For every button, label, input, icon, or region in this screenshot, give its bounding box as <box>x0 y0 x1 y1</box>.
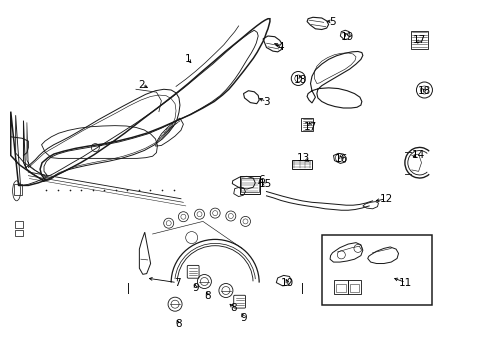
Text: 8: 8 <box>204 291 211 301</box>
Bar <box>15 230 23 236</box>
Bar <box>14 184 22 195</box>
Text: 6: 6 <box>258 175 264 185</box>
Text: 18: 18 <box>293 75 307 85</box>
Bar <box>15 221 23 228</box>
Bar <box>349 284 359 292</box>
Bar <box>292 160 311 169</box>
Text: 17: 17 <box>412 35 426 45</box>
Text: 8: 8 <box>230 303 237 313</box>
Text: 16: 16 <box>334 154 347 164</box>
Bar <box>241 178 258 192</box>
Bar <box>410 31 427 49</box>
Text: 18: 18 <box>417 86 430 96</box>
Bar <box>239 176 260 194</box>
Text: 5: 5 <box>328 17 335 27</box>
Text: 11: 11 <box>398 278 412 288</box>
Bar <box>347 280 361 294</box>
Text: 2: 2 <box>138 80 145 90</box>
Text: 4: 4 <box>277 42 284 52</box>
Bar <box>334 280 347 294</box>
Text: 3: 3 <box>263 96 269 107</box>
Text: 7: 7 <box>173 278 180 288</box>
Text: 8: 8 <box>175 319 182 329</box>
Text: 17: 17 <box>303 122 317 132</box>
Text: 14: 14 <box>410 150 424 160</box>
Bar <box>336 284 346 292</box>
Text: 15: 15 <box>258 179 271 189</box>
Bar <box>301 118 312 131</box>
Text: 9: 9 <box>192 283 199 293</box>
Text: 13: 13 <box>296 153 309 163</box>
Text: 10: 10 <box>281 278 293 288</box>
Text: 1: 1 <box>184 54 191 64</box>
Text: 9: 9 <box>240 312 246 323</box>
Bar <box>321 235 431 305</box>
Text: 12: 12 <box>379 194 392 204</box>
Text: 19: 19 <box>340 32 353 42</box>
